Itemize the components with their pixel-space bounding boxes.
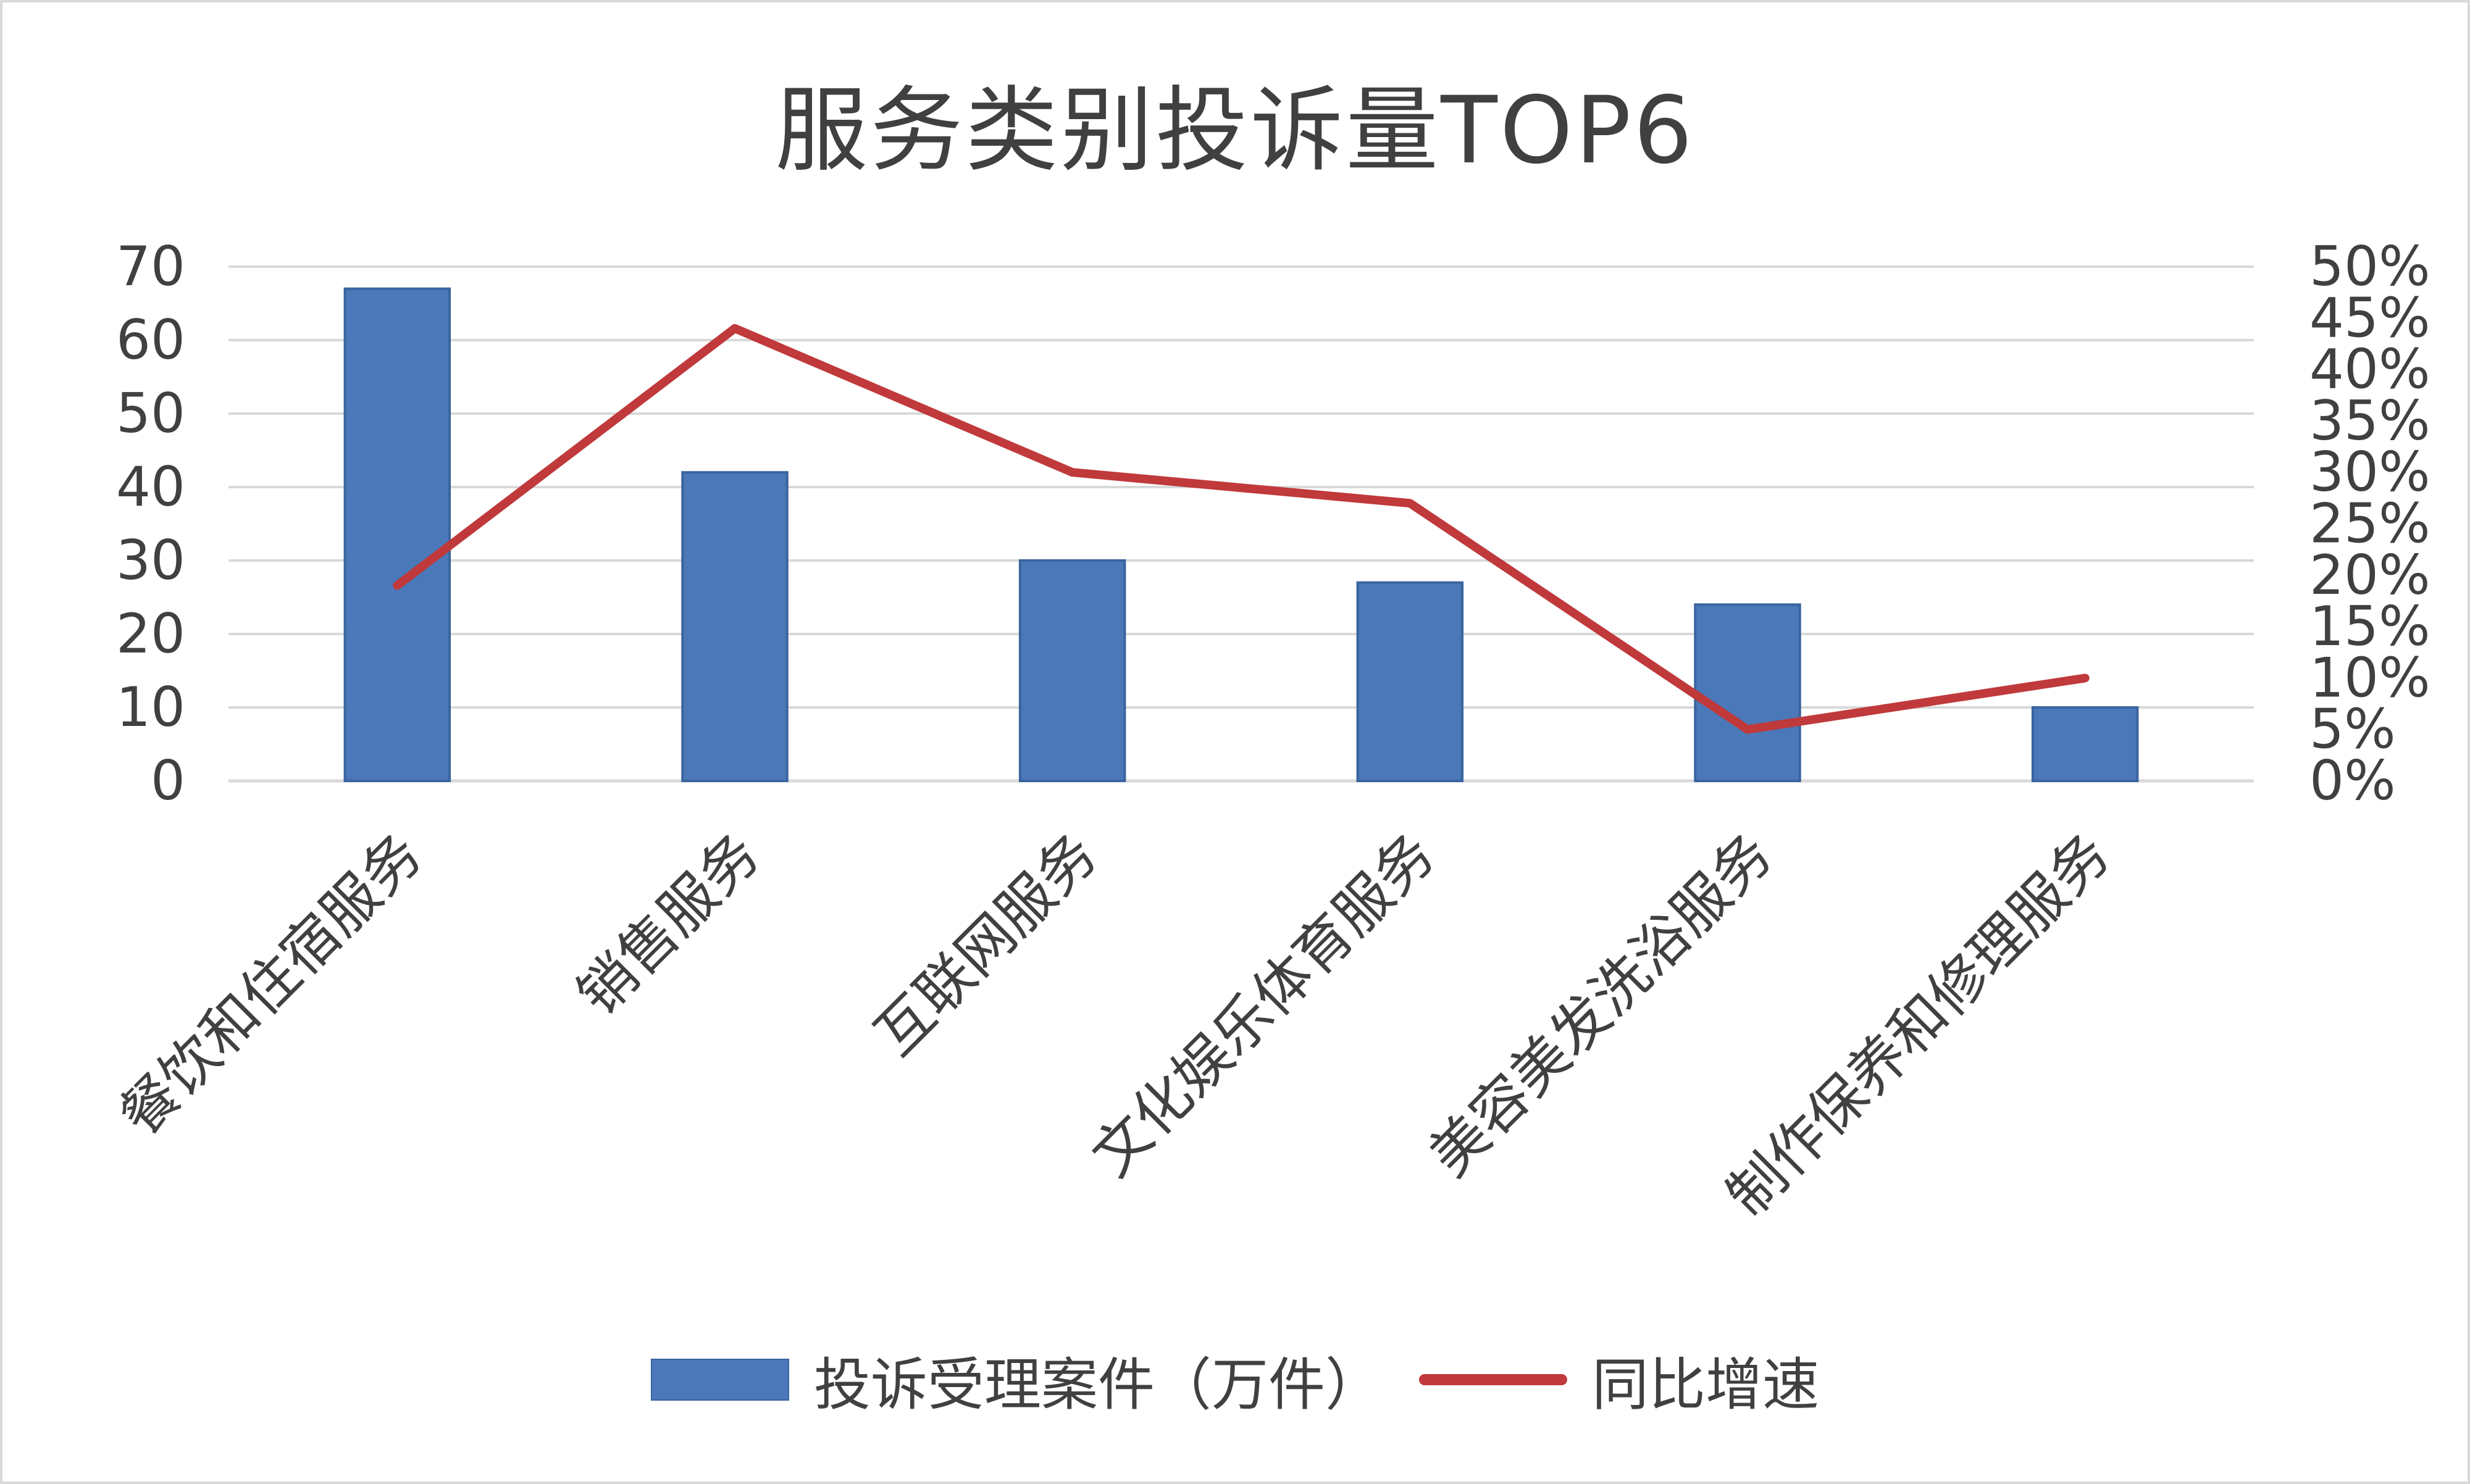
x-tick-label: 文化娱乐体育服务 bbox=[1079, 821, 1447, 1189]
x-tick-label: 销售服务 bbox=[565, 821, 772, 1028]
y-left-tick-label: 30 bbox=[116, 528, 185, 592]
bar bbox=[681, 471, 789, 782]
y-right-tick-label: 5% bbox=[2309, 698, 2396, 761]
growth-point bbox=[2084, 677, 2086, 679]
y-left-tick-label: 60 bbox=[116, 308, 185, 372]
chart-title: 服务类别投诉量TOP6 bbox=[775, 77, 1695, 185]
legend: 投诉受理案件（万件） 同比增速 bbox=[0, 1340, 2470, 1420]
y-right-tick-label: 30% bbox=[2309, 440, 2430, 504]
growth-point bbox=[1409, 502, 1411, 504]
x-tick-label: 美容美发洗浴服务 bbox=[1417, 821, 1785, 1189]
x-tick-label: 制作保养和修理服务 bbox=[1714, 821, 2122, 1229]
y-left-tick-label: 10 bbox=[116, 675, 185, 739]
y-right-tick-label: 0% bbox=[2309, 749, 2396, 812]
bar bbox=[1018, 559, 1126, 782]
legend-label-bar: 投诉受理案件（万件） bbox=[813, 1351, 1382, 1418]
bar bbox=[2031, 706, 2139, 782]
y-right-tick-label: 10% bbox=[2309, 646, 2430, 709]
legend-item-line: 同比增速 bbox=[1419, 1339, 1819, 1421]
legend-swatch-bar bbox=[650, 1359, 789, 1401]
y-right-tick-label: 15% bbox=[2309, 594, 2430, 658]
growth-point bbox=[1071, 472, 1073, 473]
y-right-tick-label: 50% bbox=[2309, 235, 2430, 298]
bar bbox=[343, 287, 451, 782]
x-tick-label: 餐饮和住宿服务 bbox=[107, 821, 435, 1149]
x-tick-label: 互联网服务 bbox=[862, 821, 1110, 1069]
legend-swatch-line bbox=[1419, 1374, 1567, 1385]
growth-line bbox=[393, 323, 2090, 734]
growth-point bbox=[1747, 728, 1748, 730]
growth-point bbox=[734, 327, 735, 329]
y-left-tick-label: 0 bbox=[151, 749, 185, 812]
y-right-tick-label: 25% bbox=[2309, 492, 2430, 556]
legend-label-line: 同比增速 bbox=[1592, 1351, 1820, 1418]
y-right-tick-label: 35% bbox=[2309, 389, 2430, 452]
y-right-tick-label: 45% bbox=[2309, 286, 2430, 349]
y-left-tick-label: 50 bbox=[116, 381, 185, 445]
y-right-tick-label: 20% bbox=[2309, 543, 2430, 607]
bar bbox=[1356, 581, 1464, 782]
growth-point bbox=[396, 585, 398, 586]
y-left-tick-label: 40 bbox=[116, 455, 185, 519]
y-right-tick-label: 40% bbox=[2309, 338, 2430, 401]
y-left-tick-label: 20 bbox=[116, 602, 185, 665]
bar bbox=[1694, 603, 1801, 783]
y-left-tick-label: 70 bbox=[116, 235, 185, 298]
legend-item-bar: 投诉受理案件（万件） bbox=[650, 1339, 1382, 1421]
